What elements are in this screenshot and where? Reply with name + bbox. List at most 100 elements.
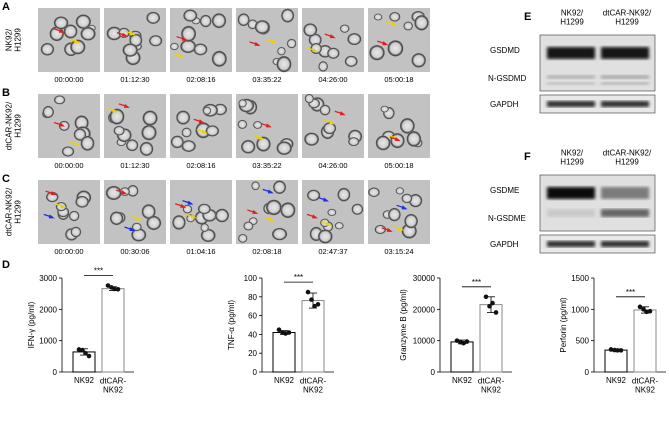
cell (240, 139, 256, 154)
arrow-head (267, 189, 274, 194)
cell (122, 43, 138, 57)
cell (127, 184, 139, 197)
data-point (105, 283, 111, 288)
timestamp: 01:04:16 (186, 247, 215, 256)
cell (308, 33, 322, 47)
blot (539, 94, 656, 114)
row-label-group: NK92/H1299 (5, 28, 23, 52)
cell (170, 42, 179, 51)
row-label: dtCAR-NK92/H1299 (5, 187, 23, 236)
arrow-head (74, 39, 81, 44)
cell (172, 215, 186, 230)
cell (105, 185, 122, 201)
cell (70, 39, 86, 55)
timestamp: 00:00:00 (54, 161, 83, 170)
cell (109, 108, 125, 125)
timestamp: 00:30:06 (120, 247, 149, 256)
cell (238, 233, 248, 243)
cell (80, 135, 95, 151)
cell (280, 202, 296, 219)
arrow-head (74, 142, 81, 147)
arrow-head (386, 227, 393, 232)
data-point (608, 347, 614, 352)
cell (256, 136, 271, 152)
cell (348, 137, 360, 147)
blot (539, 174, 656, 232)
arrow-head (254, 41, 261, 46)
bar (633, 309, 657, 373)
cell (197, 203, 211, 215)
data-point (315, 302, 321, 307)
x-tick-label: NK92 (452, 376, 473, 385)
cell (75, 14, 92, 29)
arrow-head (123, 103, 130, 108)
cell (131, 222, 142, 232)
timestamp: 05:00:18 (384, 75, 413, 84)
cell (351, 203, 364, 215)
cell (106, 26, 122, 41)
cell (141, 124, 157, 141)
y-label-group: Granzyme B (pg/ml) (399, 289, 408, 361)
cell (408, 193, 423, 208)
significance: *** (294, 273, 303, 282)
timestamp: 02:08:18 (252, 247, 281, 256)
data-point (454, 338, 460, 343)
cell (63, 24, 78, 39)
x-tick-label: NK92 (274, 376, 295, 385)
significance: *** (94, 267, 103, 276)
arrow-head (391, 21, 398, 26)
row-label-group: dtCAR-NK92/H1299 (5, 187, 23, 236)
arrow-head (312, 47, 319, 52)
cell (399, 117, 415, 134)
data-point (487, 303, 492, 309)
cell (251, 181, 260, 191)
panel-letter: A (2, 1, 10, 13)
y-tick-label: 500 (576, 337, 590, 346)
y-label-group: TNF-α (pg/ml) (227, 300, 236, 350)
arrow-head (187, 200, 194, 205)
cell (53, 95, 66, 105)
row-label: dtCAR-NK92/H1299 (5, 101, 23, 150)
cell (310, 42, 322, 55)
cell (80, 26, 96, 41)
cell (389, 11, 401, 22)
arrow-head (180, 203, 187, 208)
band (601, 187, 649, 199)
bar (479, 304, 503, 373)
timestamp: 03:35:22 (252, 75, 281, 84)
cell (317, 229, 333, 244)
y-label: IFN-γ (pg/ml) (27, 301, 36, 348)
cell (368, 187, 380, 198)
band-label: GAPDH (490, 240, 519, 249)
cell (406, 130, 422, 147)
y-tick-label: 0 (253, 368, 258, 377)
cell (375, 135, 391, 151)
arrow-head (58, 28, 65, 33)
cell (109, 211, 124, 226)
cell (281, 8, 295, 23)
cell (327, 47, 340, 59)
cell (369, 44, 385, 61)
arrow-head (329, 120, 336, 125)
cell (176, 110, 191, 125)
y-tick-label: 10000 (413, 337, 436, 346)
significance: *** (626, 288, 635, 297)
timestamp: 05:00:18 (384, 161, 413, 170)
arrow-head (59, 122, 66, 127)
arrow-head (112, 108, 119, 113)
cell (205, 125, 220, 137)
micrograph (368, 94, 430, 158)
timestamp: 02:08:16 (186, 161, 215, 170)
x-tick-label: NK92 (74, 376, 95, 385)
cell (414, 14, 429, 31)
band (601, 101, 649, 107)
bar (101, 288, 125, 373)
arrow-head (252, 209, 259, 214)
x-tick-label: dtCAR-NK92 (300, 377, 327, 395)
cell (387, 40, 404, 57)
data-point (309, 297, 314, 302)
data-point (115, 286, 121, 292)
timestamp: 00:00:00 (54, 247, 83, 256)
cell (380, 105, 389, 113)
cell (273, 180, 287, 195)
